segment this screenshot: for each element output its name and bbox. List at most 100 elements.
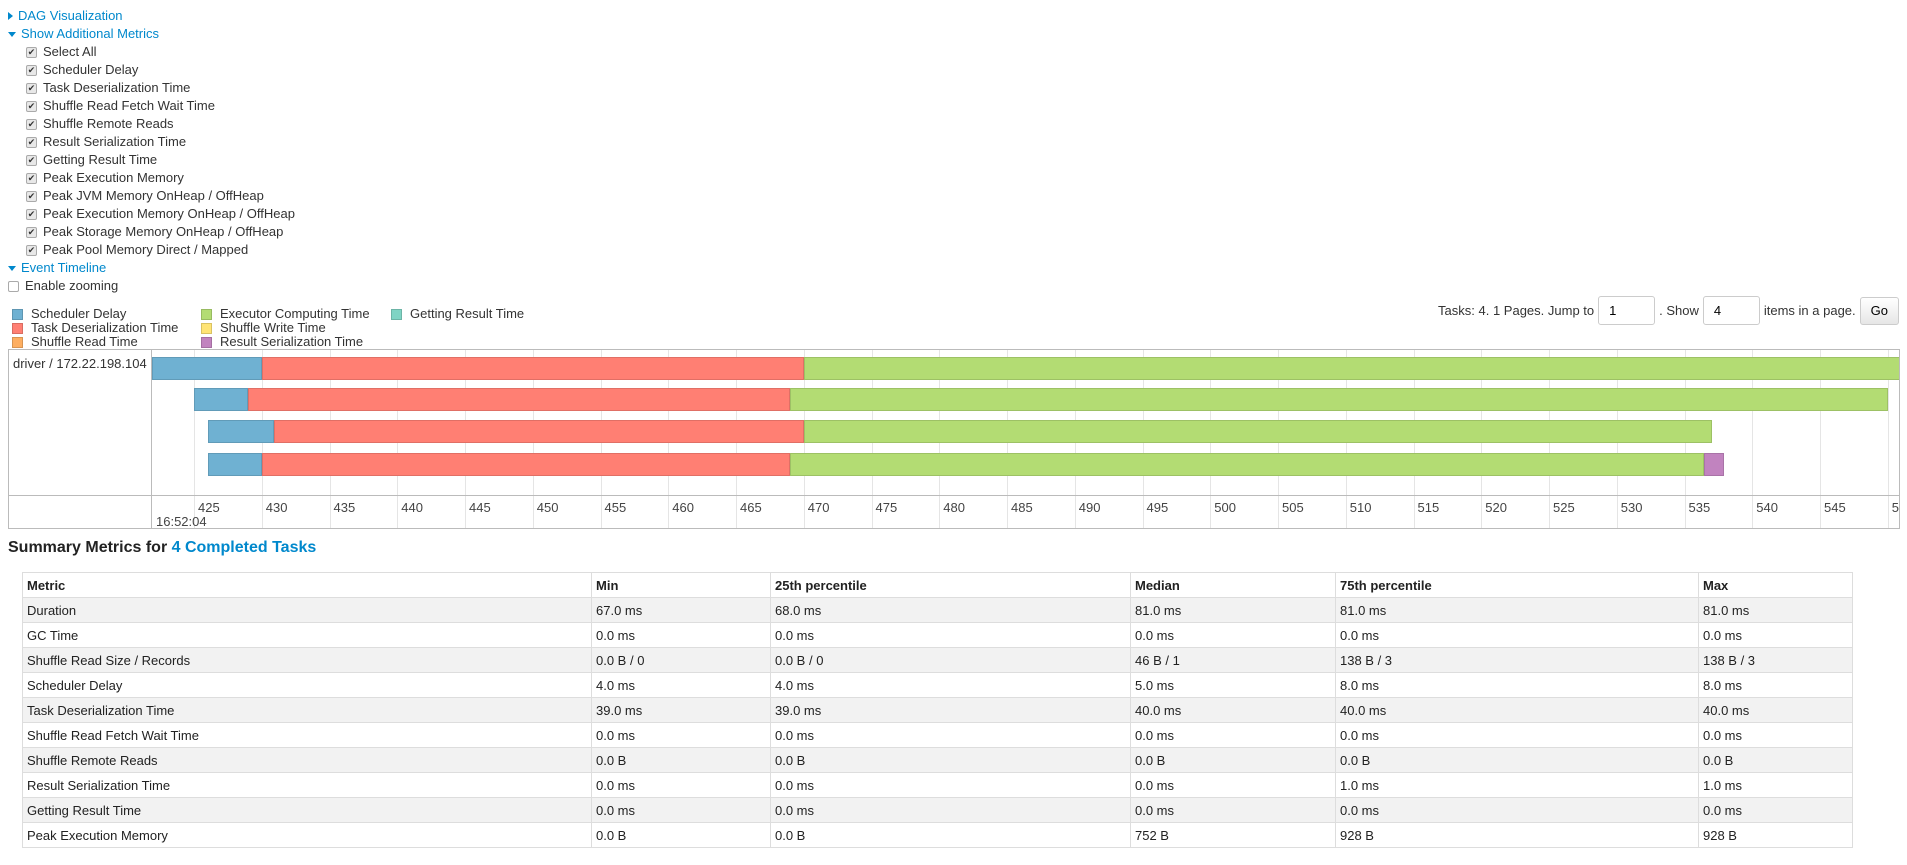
task-bar-segment[interactable] (152, 357, 262, 380)
legend-label: Result Serialization Time (220, 334, 364, 349)
legend-label: Shuffle Read Time (31, 334, 138, 349)
metric-checkbox-row[interactable]: ✔ Select All (26, 43, 96, 61)
enable-zooming-checkbox[interactable]: Enable zooming (8, 277, 118, 295)
table-row: Scheduler Delay 4.0 ms 4.0 ms 5.0 ms 8.0 ms 8… (22, 672, 1853, 698)
checkbox[interactable]: ✔ (26, 190, 37, 202)
metric-checkbox-row[interactable]: ✔ Shuffle Remote Reads (26, 115, 174, 133)
dag-visualization-label[interactable]: DAG Visualization (18, 8, 123, 23)
jump-to-page-input[interactable] (1598, 296, 1656, 325)
expand-arrow-icon (8, 12, 13, 20)
grid-line (1820, 350, 1822, 528)
checkbox[interactable]: ✔ (26, 46, 37, 58)
pagination-controls: Tasks: 4. 1 Pages. Jump to . Show items … (1438, 296, 1899, 325)
task-bar-segment[interactable] (803, 357, 1899, 380)
task-bar-segment[interactable] (207, 453, 262, 476)
metric-name-cell: Duration (22, 597, 592, 623)
metric-checkbox-row[interactable]: ✔ Peak Pool Memory Direct / Mapped (26, 241, 248, 259)
metric-checkbox-row[interactable]: ✔ Getting Result Time (26, 151, 157, 169)
checkbox[interactable]: ✔ (26, 208, 37, 220)
checkbox[interactable] (8, 280, 19, 292)
axis-tick-label: 505 (1282, 500, 1304, 515)
metric-name-cell: Peak Execution Memory (22, 822, 592, 848)
metric-checkbox-row[interactable]: ✔ Result Serialization Time (26, 133, 186, 151)
task-bar-segment[interactable] (261, 453, 791, 476)
metric-value-cell: 8.0 ms (1698, 672, 1853, 698)
metric-value-cell: 40.0 ms (1335, 697, 1699, 723)
checkbox[interactable]: ✔ (26, 82, 37, 94)
metric-value-cell: 46 B / 1 (1130, 647, 1336, 673)
axis-tick-label: 530 (1620, 500, 1643, 515)
checkbox[interactable]: ✔ (26, 244, 37, 256)
table-row: Result Serialization Time 0.0 ms 0.0 ms 0.0… (22, 772, 1853, 798)
checkbox[interactable]: ✔ (26, 154, 37, 166)
metric-value-cell: 0.0 ms (1698, 722, 1853, 748)
checkbox[interactable]: ✔ (26, 64, 37, 76)
axis-tick-label: 520 (1485, 500, 1507, 515)
pager-show-text: . Show (1659, 303, 1699, 318)
legend-swatch (391, 308, 402, 320)
metric-value-cell: 1.0 ms (1698, 772, 1853, 798)
metric-checkbox-row[interactable]: ✔ Task Deserialization Time (26, 79, 190, 97)
checkbox[interactable]: ✔ (26, 172, 37, 184)
checkbox[interactable]: ✔ (26, 100, 37, 112)
metric-value-cell: 0.0 ms (1130, 622, 1336, 648)
table-row: Getting Result Time 0.0 ms 0.0 ms 0.0 ms 0.0… (22, 797, 1853, 823)
axis-tick-label: 550 (1891, 500, 1900, 515)
metric-checkbox-row[interactable]: ✔ Shuffle Read Fetch Wait Time (26, 97, 215, 115)
event-timeline-label[interactable]: Event Timeline (21, 260, 107, 275)
metric-value-cell: 39.0 ms (591, 697, 771, 723)
metric-checkbox-label: Scheduler Delay (43, 62, 139, 77)
task-bar-segment[interactable] (194, 388, 249, 411)
event-timeline-toggle[interactable]: Event Timeline (8, 259, 106, 277)
metric-value-cell: 40.0 ms (1698, 697, 1853, 723)
event-timeline[interactable]: driver / 172.22.198.104 425 430 435 440 445 4… (8, 349, 1900, 529)
completed-tasks-link[interactable]: 4 Completed Tasks (171, 539, 317, 556)
metric-value-cell: 0.0 B (591, 747, 771, 773)
metric-checkbox-row[interactable]: ✔ Peak Execution Memory OnHeap / OffHeap (26, 205, 295, 223)
axis-tick-label: 510 (1349, 500, 1372, 515)
task-bar-segment[interactable] (273, 420, 804, 443)
axis-tick-label: 470 (807, 500, 830, 515)
pager-text: Tasks: 4. 1 Pages. Jump to (1438, 303, 1595, 318)
metric-value-cell: 5.0 ms (1130, 672, 1336, 698)
task-bar-segment[interactable] (790, 453, 1704, 476)
metric-value-cell: 0.0 ms (1335, 622, 1699, 648)
task-bar-segment[interactable] (803, 420, 1712, 443)
legend-item: Result Serialization Time (201, 335, 363, 349)
go-button[interactable]: Go (1859, 296, 1899, 325)
metric-checkbox-row[interactable]: ✔ Peak Storage Memory OnHeap / OffHeap (26, 223, 283, 241)
legend-swatch (201, 308, 212, 320)
checkbox[interactable]: ✔ (26, 226, 37, 238)
metric-value-cell: 39.0 ms (770, 697, 1131, 723)
table-row: Peak Execution Memory 0.0 B 0.0 B 752 B 928 … (22, 822, 1853, 848)
task-bar-segment[interactable] (248, 388, 791, 411)
column-header: 75th percentile (1335, 572, 1699, 598)
metric-value-cell: 81.0 ms (1130, 597, 1336, 623)
task-bar-segment[interactable] (261, 357, 804, 380)
metric-checkbox-row[interactable]: ✔ Peak Execution Memory (26, 169, 184, 187)
collapse-arrow-icon (8, 265, 16, 271)
metric-value-cell: 928 B (1698, 822, 1853, 848)
legend-label: Shuffle Write Time (220, 320, 326, 335)
metric-value-cell: 0.0 ms (770, 797, 1131, 823)
legend-item: Getting Result Time (391, 307, 524, 321)
legend-label: Executor Computing Time (220, 306, 370, 321)
task-bar-segment[interactable] (207, 420, 274, 443)
metric-checkbox-row[interactable]: ✔ Peak JVM Memory OnHeap / OffHeap (26, 187, 264, 205)
axis-tick-label: 455 (604, 500, 627, 515)
show-additional-metrics-toggle[interactable]: Show Additional Metrics (8, 25, 159, 43)
checkbox[interactable]: ✔ (26, 118, 37, 130)
show-additional-metrics-label[interactable]: Show Additional Metrics (21, 26, 160, 41)
legend-swatch (12, 336, 23, 348)
axis-date-label: 16:52:04 (156, 514, 207, 529)
metric-checkbox-label: Result Serialization Time (43, 134, 187, 149)
checkbox[interactable]: ✔ (26, 136, 37, 148)
metric-checkbox-row[interactable]: ✔ Scheduler Delay (26, 61, 138, 79)
axis-tick-label: 490 (1078, 500, 1101, 515)
metric-value-cell: 0.0 ms (591, 772, 771, 798)
dag-visualization-toggle[interactable]: DAG Visualization (8, 7, 123, 25)
task-bar-segment[interactable] (1703, 453, 1724, 476)
task-bar-segment[interactable] (790, 388, 1888, 411)
page-size-input[interactable] (1702, 296, 1760, 325)
legend-swatch (12, 308, 23, 320)
